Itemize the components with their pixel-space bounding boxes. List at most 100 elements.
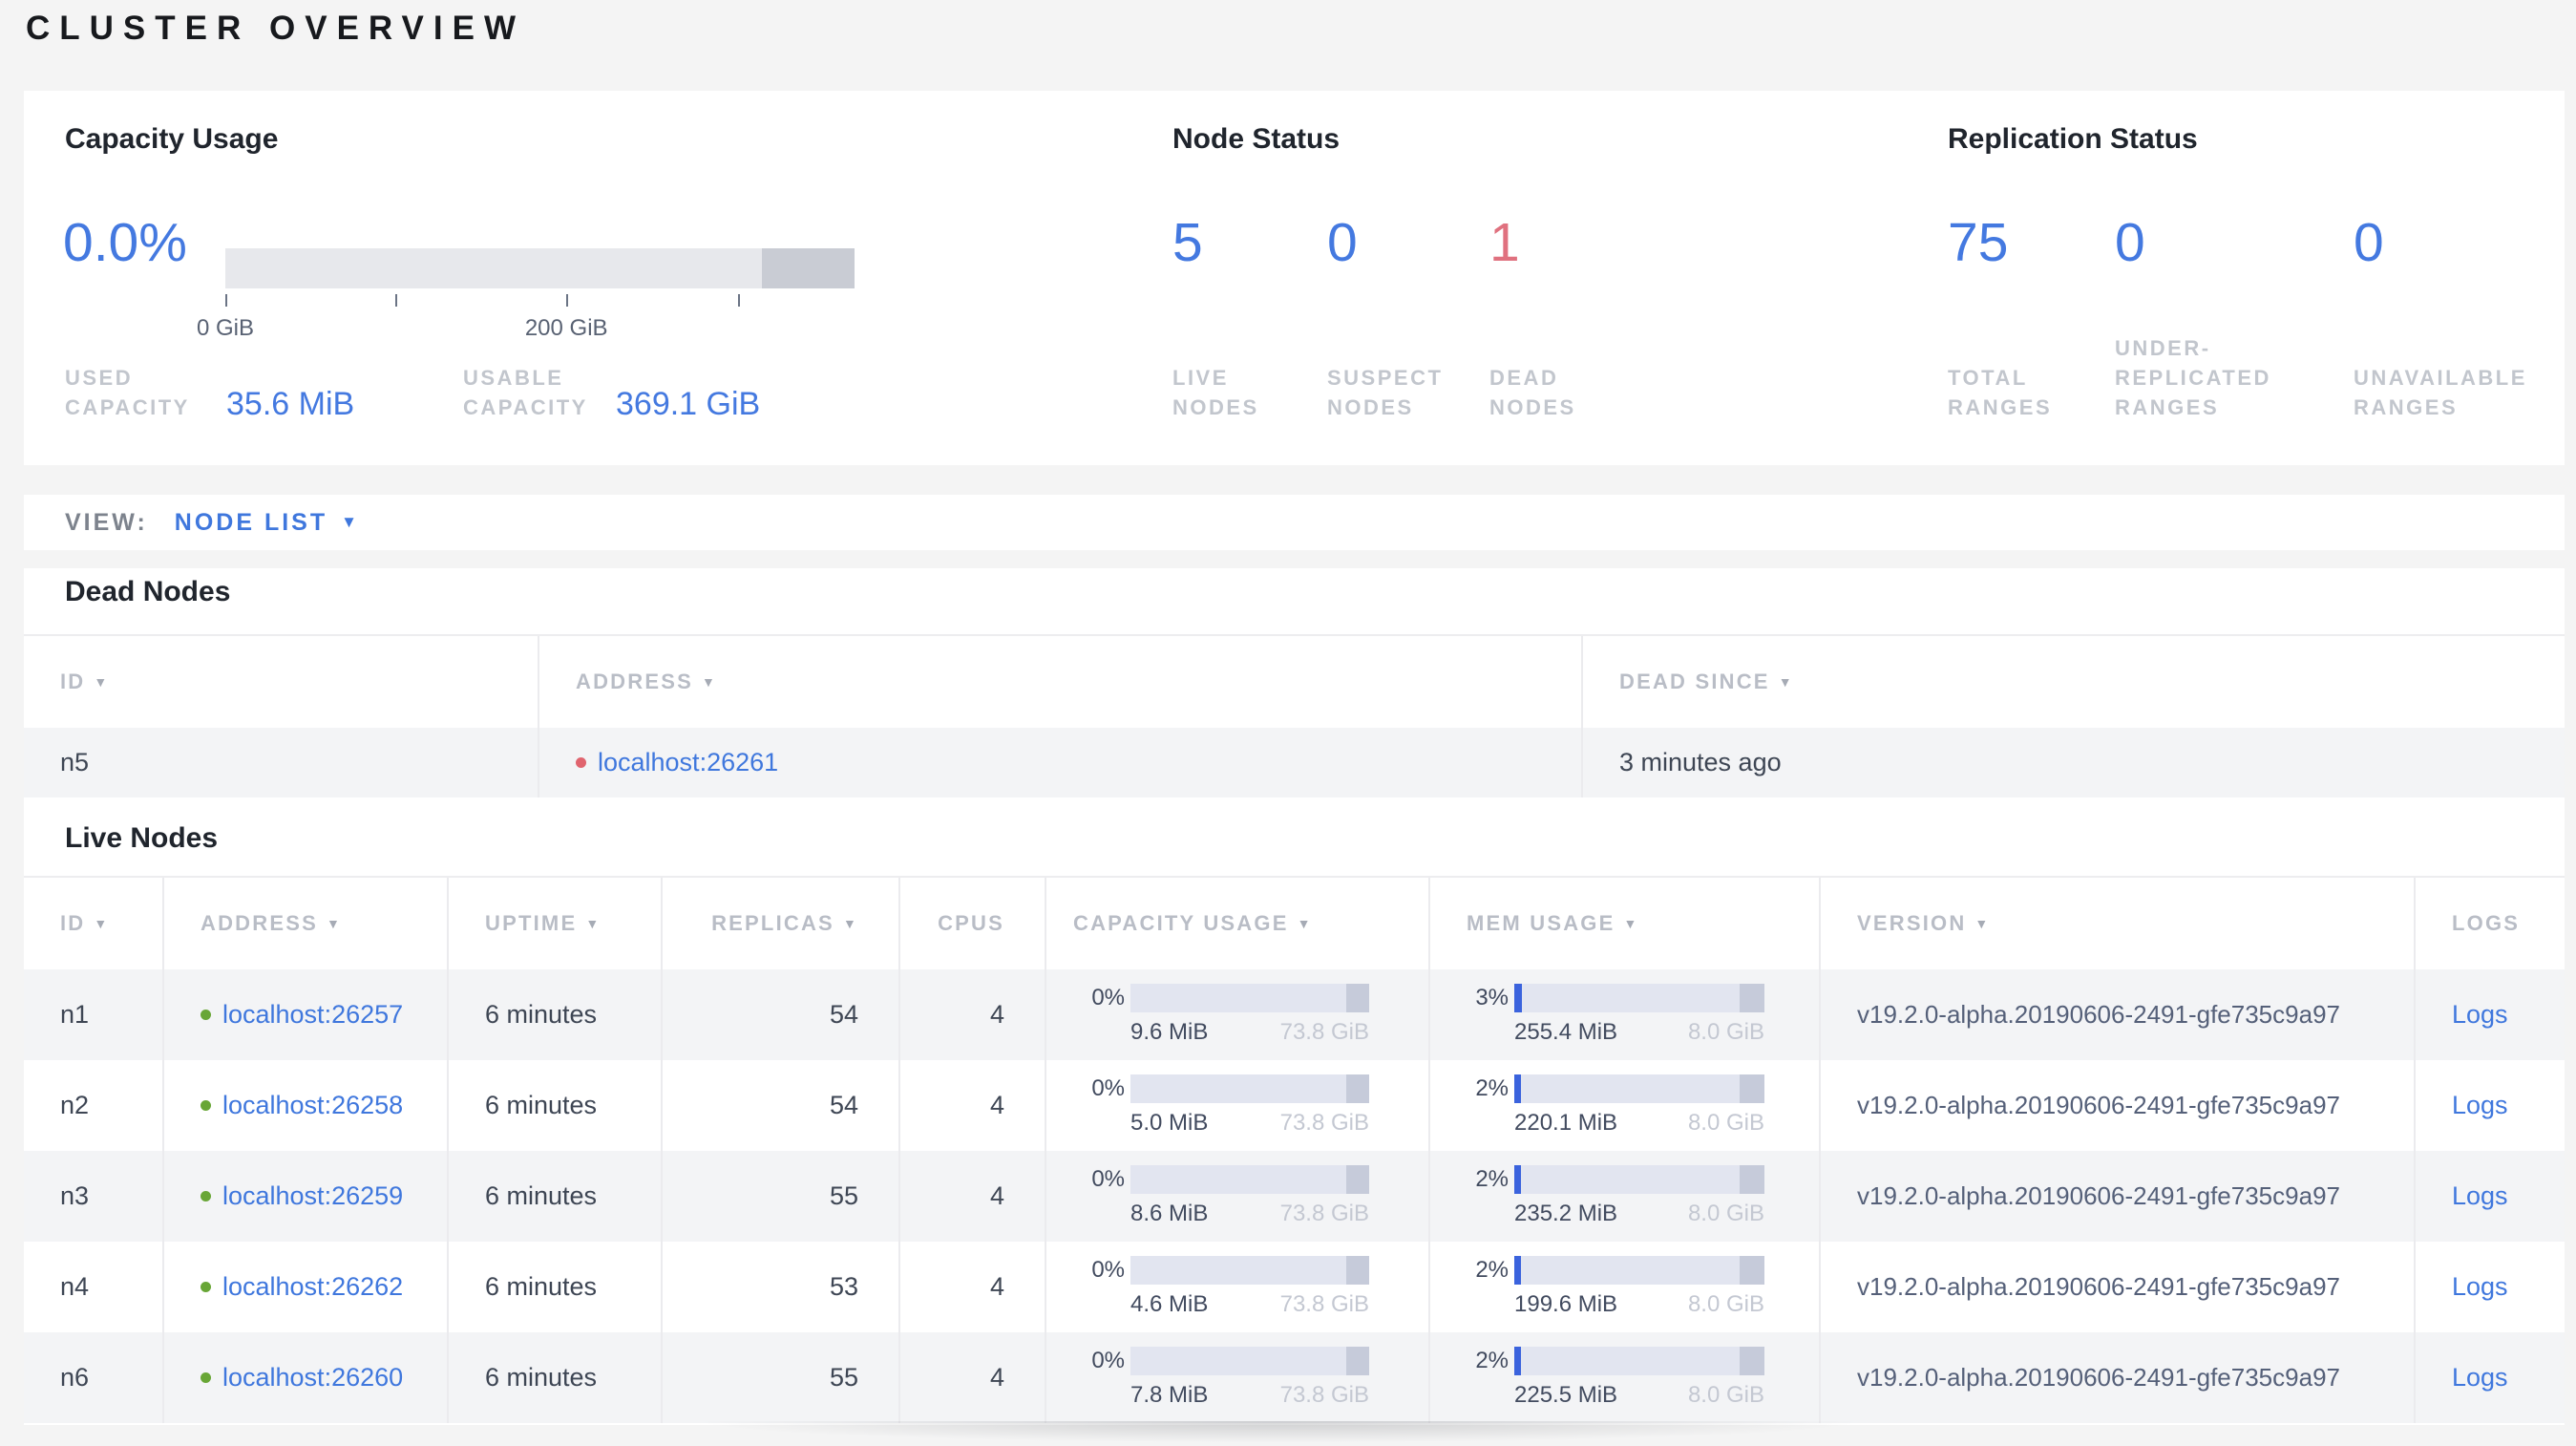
axis-tick-label: 200 GiB	[524, 315, 608, 341]
axis-tick	[566, 294, 569, 307]
cell-address: localhost:26259	[164, 1151, 449, 1242]
col-header-id[interactable]: ID ▼	[24, 878, 164, 969]
cell-cpus: 4	[900, 1332, 1046, 1423]
suspect-nodes-label: SUSPECT NODES	[1327, 366, 1444, 419]
capacity-usage-cell: 0% 5.0 MiB 73.8 GiB	[1046, 1060, 1430, 1151]
cell-cpus: 4	[900, 1060, 1046, 1151]
cell-address: localhost:26257	[164, 969, 449, 1060]
capacity-used-value: 4.6 MiB	[1130, 1291, 1209, 1317]
dead-nodes-count: 1	[1489, 212, 1520, 273]
address-link[interactable]: localhost:26260	[222, 1363, 404, 1392]
replication-status-title: Replication Status	[1948, 123, 2198, 155]
logs-link[interactable]: Logs	[2452, 1363, 2508, 1392]
mini-bar-reserved	[1346, 1347, 1369, 1375]
node-list-dropdown[interactable]: NODE LIST ▼	[175, 509, 357, 537]
logs-link[interactable]: Logs	[2452, 1091, 2508, 1119]
logs-link[interactable]: Logs	[2452, 1272, 2508, 1301]
used-capacity-value: 35.6 MiB	[226, 386, 355, 422]
cell-id: n2	[24, 1060, 164, 1151]
cell-cpus: 4	[900, 1151, 1046, 1242]
live-status-dot-icon	[201, 1282, 211, 1292]
mem-percent: 3%	[1475, 985, 1509, 1010]
mini-bar-fill	[1514, 984, 1522, 1012]
col-header-address[interactable]: ADDRESS ▼	[539, 636, 1583, 728]
sort-caret-icon: ▼	[842, 916, 858, 931]
mem-usage-cell: 2% 235.2 MiB 8.0 GiB	[1430, 1151, 1821, 1242]
live-nodes-label: LIVE NODES	[1172, 366, 1259, 419]
cell-version: v19.2.0-alpha.20190606-2491-gfe735c9a97	[1821, 1332, 2416, 1423]
capacity-mini-bar	[1130, 984, 1369, 1012]
live-nodes-count: 5	[1172, 212, 1203, 273]
page-title: CLUSTER OVERVIEW	[26, 10, 526, 47]
capacity-used-value: 5.0 MiB	[1130, 1110, 1209, 1136]
cell-cpus: 4	[900, 969, 1046, 1060]
sort-caret-icon: ▼	[94, 674, 110, 690]
cell-replicas: 54	[663, 1060, 900, 1151]
capacity-percent: 0%	[1091, 985, 1125, 1010]
cell-logs: Logs	[2416, 969, 2565, 1060]
mini-bar-reserved	[1739, 1074, 1764, 1103]
cell-logs: Logs	[2416, 1242, 2565, 1332]
capacity-used-value: 9.6 MiB	[1130, 1019, 1209, 1045]
address-link[interactable]: localhost:26259	[222, 1181, 404, 1210]
mem-used-value: 199.6 MiB	[1514, 1291, 1618, 1317]
logs-link[interactable]: Logs	[2452, 1181, 2508, 1210]
mem-usage-cell: 2% 220.1 MiB 8.0 GiB	[1430, 1060, 1821, 1151]
mem-total-value: 8.0 GiB	[1687, 1382, 1764, 1408]
capacity-mini-bar	[1130, 1347, 1369, 1375]
dead-status-dot-icon	[576, 757, 586, 768]
mem-used-value: 255.4 MiB	[1514, 1019, 1618, 1045]
capacity-usage-bar	[225, 248, 855, 288]
address-link[interactable]: localhost:26262	[222, 1272, 404, 1301]
cell-address: localhost:26258	[164, 1060, 449, 1151]
sort-caret-icon: ▼	[1623, 916, 1639, 931]
mem-total-value: 8.0 GiB	[1687, 1019, 1764, 1045]
capacity-total-value: 73.8 GiB	[1279, 1382, 1369, 1408]
col-header-version[interactable]: VERSION ▼	[1821, 878, 2416, 969]
view-label: VIEW:	[65, 508, 148, 536]
cell-replicas: 55	[663, 1151, 900, 1242]
address-link[interactable]: localhost:26257	[222, 1000, 404, 1029]
logs-link[interactable]: Logs	[2452, 1000, 2508, 1029]
cell-id: n3	[24, 1151, 164, 1242]
col-header-id[interactable]: ID ▼	[24, 636, 539, 728]
capacity-total-value: 73.8 GiB	[1279, 1201, 1369, 1226]
cell-uptime: 6 minutes	[449, 1332, 663, 1423]
cell-id: n4	[24, 1242, 164, 1332]
capacity-total-value: 73.8 GiB	[1279, 1110, 1369, 1136]
axis-tick	[225, 294, 227, 307]
node-list-dropdown-value: NODE LIST	[174, 508, 328, 536]
cell-dead-since: 3 minutes ago	[1619, 748, 1782, 776]
capacity-used-value: 7.8 MiB	[1130, 1382, 1209, 1408]
col-header-address[interactable]: ADDRESS ▼	[164, 878, 449, 969]
view-bar: VIEW: NODE LIST ▼	[24, 495, 2565, 550]
capacity-usage-cell: 0% 7.8 MiB 73.8 GiB	[1046, 1332, 1430, 1423]
col-header-mem-usage[interactable]: MEM USAGE ▼	[1430, 878, 1821, 969]
capacity-used-value: 8.6 MiB	[1130, 1201, 1209, 1226]
unavailable-label: UNAVAILABLE RANGES	[2354, 366, 2527, 419]
mini-bar-fill	[1514, 1347, 1521, 1375]
capacity-mini-bar	[1130, 1074, 1369, 1103]
mem-mini-bar	[1514, 1347, 1764, 1375]
cell-uptime: 6 minutes	[449, 1151, 663, 1242]
address-link[interactable]: localhost:26261	[598, 748, 779, 776]
mem-used-value: 225.5 MiB	[1514, 1382, 1618, 1408]
mini-bar-reserved	[1346, 1256, 1369, 1285]
col-header-dead-since[interactable]: DEAD SINCE ▼	[1619, 670, 1794, 693]
total-ranges-label: TOTAL RANGES	[1948, 366, 2053, 419]
total-ranges-count: 75	[1948, 212, 2009, 273]
mini-bar-reserved	[1346, 1165, 1369, 1194]
cell-replicas: 55	[663, 1332, 900, 1423]
nodes-table-card: Dead Nodes ID ▼ ADDRESS ▼ DEAD SINCE ▼ n…	[24, 568, 2565, 1425]
mem-percent: 2%	[1475, 1348, 1509, 1373]
mini-bar-reserved	[1739, 984, 1764, 1012]
address-link[interactable]: localhost:26258	[222, 1091, 404, 1119]
col-header-replicas[interactable]: REPLICAS ▼	[663, 878, 900, 969]
usable-capacity-label: USABLE CAPACITY	[463, 366, 588, 419]
chevron-down-icon: ▼	[341, 513, 357, 531]
table-row: n2 localhost:26258 6 minutes 54 4 0%	[24, 1060, 2565, 1151]
node-status-title: Node Status	[1172, 123, 1341, 155]
cell-version: v19.2.0-alpha.20190606-2491-gfe735c9a97	[1821, 1242, 2416, 1332]
col-header-capacity-usage[interactable]: CAPACITY USAGE ▼	[1046, 878, 1430, 969]
col-header-uptime[interactable]: UPTIME ▼	[449, 878, 663, 969]
